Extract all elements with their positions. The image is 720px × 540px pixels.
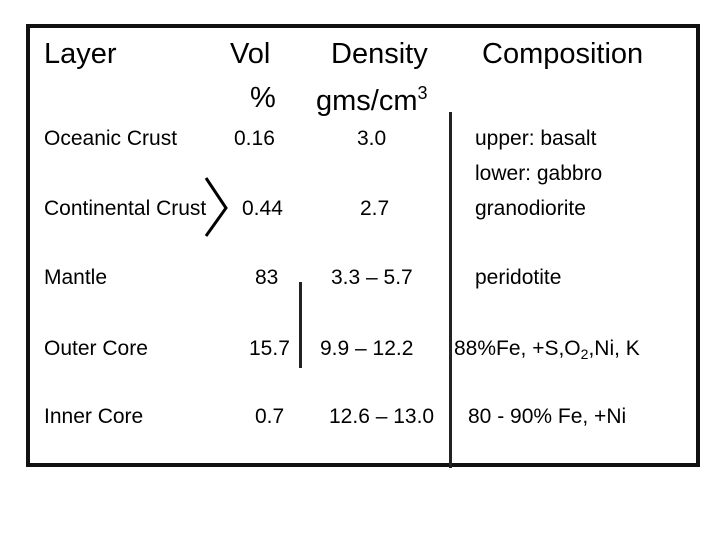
header-density: Density — [331, 38, 428, 70]
row-layer-continental-crust: Continental Crust — [44, 197, 207, 220]
header-vol-unit: % — [250, 82, 276, 114]
row-vol-outer-core: 15.7 — [249, 337, 290, 360]
column-divider-density — [449, 112, 452, 468]
row-density-inner-core: 12.6 – 13.0 — [329, 405, 435, 428]
row-layer-inner-core: Inner Core — [44, 405, 144, 428]
row-composition-mantle: peridotite — [475, 266, 562, 289]
header-density-unit-sup: 3 — [417, 83, 428, 103]
header-composition: Composition — [482, 38, 644, 70]
header-layer: Layer — [44, 38, 117, 70]
row-composition-oceanic-crust-1: upper: basalt — [475, 127, 597, 150]
row-layer-oceanic-crust: Oceanic Crust — [44, 127, 178, 150]
row-density-oceanic-crust: 3.0 — [357, 127, 387, 150]
row-density-outer-core: 9.9 – 12.2 — [320, 337, 414, 360]
row-density-continental-crust: 2.7 — [360, 197, 390, 220]
row-composition-outer-core-a: 88%Fe, +S,O — [454, 337, 581, 360]
row-vol-oceanic-crust: 0.16 — [234, 127, 275, 150]
header-density-unit-base: gms/cm — [316, 85, 418, 117]
header-density-unit: gms/cm3 — [316, 84, 428, 116]
row-density-mantle: 3.3 – 5.7 — [331, 266, 413, 289]
row-composition-inner-core: 80 - 90% Fe, +Ni — [468, 405, 627, 428]
row-vol-mantle: 83 — [255, 266, 279, 289]
row-composition-outer-core-sub: 2 — [580, 346, 589, 362]
column-divider-vol — [299, 282, 302, 368]
table-frame — [26, 24, 700, 467]
row-vol-continental-crust: 0.44 — [242, 197, 283, 220]
row-layer-outer-core: Outer Core — [44, 337, 148, 360]
row-composition-outer-core-b: ,Ni, K — [588, 337, 640, 360]
row-vol-inner-core: 0.7 — [255, 405, 285, 428]
row-composition-outer-core: 88%Fe, +S,O2,Ni, K — [454, 338, 640, 361]
row-layer-mantle: Mantle — [44, 266, 108, 289]
header-vol: Vol — [230, 38, 271, 70]
row-composition-continental-crust: granodiorite — [475, 197, 586, 220]
row-composition-oceanic-crust-2: lower: gabbro — [475, 162, 603, 185]
